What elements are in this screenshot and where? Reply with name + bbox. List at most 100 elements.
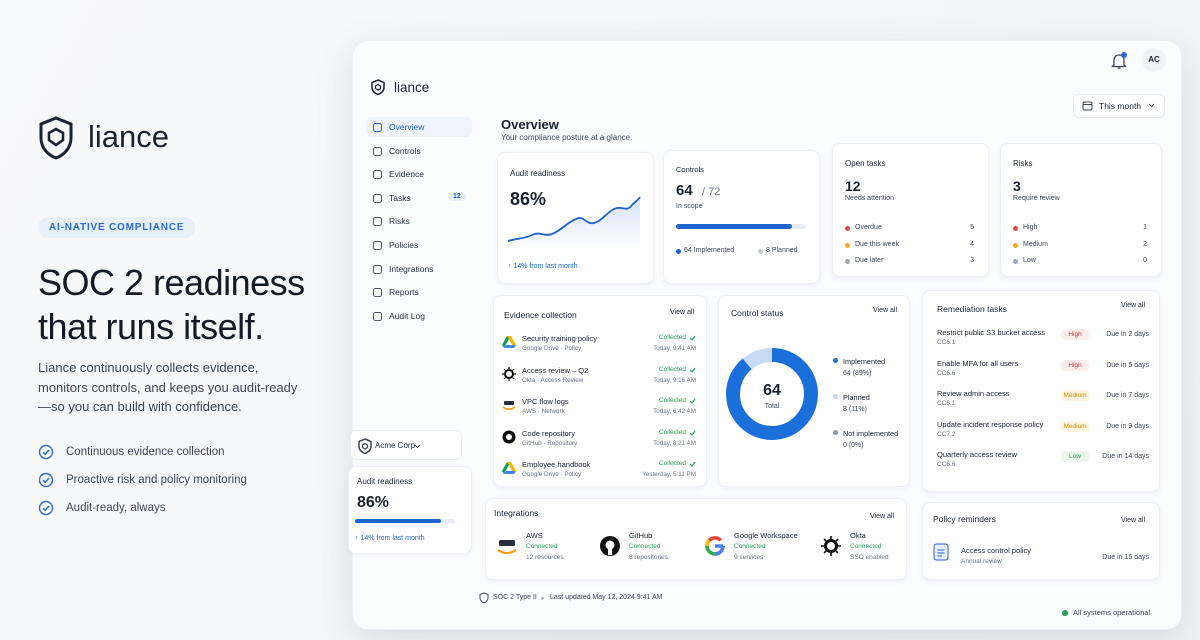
icon-part: [414, 444, 421, 449]
nav-item[interactable]: Integrations: [366, 259, 472, 279]
legend-dot: [758, 249, 763, 254]
avatar[interactable]: AC: [1142, 48, 1166, 72]
donut-center-label: Total: [764, 403, 780, 410]
sidebar-readiness-title: Audit readiness: [357, 477, 413, 486]
view-all[interactable]: View all: [870, 513, 894, 520]
icon-part: [42, 449, 50, 456]
icon-part: [42, 505, 50, 512]
controls-total: / 72: [702, 186, 721, 198]
view-all[interactable]: View all: [873, 307, 897, 314]
card-title: Remediation tasks: [937, 304, 1007, 314]
card-title: Risks: [1013, 159, 1033, 168]
view-all[interactable]: View all: [1121, 302, 1145, 309]
icon-part: [689, 367, 696, 373]
card-title: Audit readiness: [510, 169, 566, 178]
icon-part: [373, 311, 382, 321]
evidence-status: Collected: [658, 365, 686, 373]
count-caption: Needs attention: [845, 195, 895, 202]
donut-center-value: 64: [763, 382, 781, 399]
nav-item[interactable]: Tasks 12: [366, 188, 472, 208]
nav-label: Risks: [389, 216, 410, 227]
task-title[interactable]: Enable MFA for all users: [937, 358, 1019, 368]
app-logo: [371, 79, 385, 96]
icon-part: [937, 549, 945, 557]
nav-label: Overview: [389, 122, 425, 132]
nav-item[interactable]: Controls: [366, 141, 472, 161]
integration-logo: [705, 536, 725, 556]
integration-name[interactable]: Google Workspace: [734, 531, 798, 540]
nav-icon: [373, 123, 382, 132]
icon-part: [504, 471, 516, 474]
overview-subtitle: Your compliance posture at a glance.: [501, 133, 633, 142]
icon-part: [506, 433, 512, 440]
nav-item[interactable]: Risks: [366, 211, 472, 231]
chevron: [414, 444, 421, 449]
legend-dot: [833, 394, 838, 399]
nav-label: Evidence: [389, 169, 424, 180]
legend-value: 0 (0%): [843, 442, 864, 449]
icon-part: [845, 226, 850, 231]
chevron: [1148, 103, 1155, 108]
icon-part: [541, 597, 544, 600]
evidence-meta: AWS · Network: [522, 408, 565, 415]
evidence-title[interactable]: Code repository: [522, 428, 575, 438]
icon-part: [371, 79, 385, 96]
policy-due: Due in 15 days: [1102, 554, 1149, 561]
evidence-meta: Okta · Access Review: [522, 376, 584, 384]
icon-part: [689, 430, 696, 436]
evidence-time: Today, 9:41 AM: [653, 345, 696, 352]
nav-item[interactable]: Evidence: [366, 164, 472, 184]
icon-part: [374, 83, 382, 91]
integration-name[interactable]: GitHub: [629, 531, 653, 540]
nav-item[interactable]: Audit Log: [366, 306, 472, 326]
org-switcher[interactable]: Acme Corp: [350, 430, 462, 460]
status-dot: [845, 242, 850, 248]
legend-value: 8 (11%): [843, 406, 867, 413]
integration-name[interactable]: Okta: [850, 531, 866, 540]
integration-detail: SSO enabled: [850, 554, 889, 561]
legend-name: Not implemented: [843, 429, 899, 438]
integration-detail: 9 services: [734, 554, 764, 561]
status-check: [689, 367, 696, 373]
icon-part: [689, 398, 696, 404]
status-count: 2: [1143, 240, 1147, 248]
icon-part: [504, 368, 514, 379]
evidence-title[interactable]: Security training policy: [522, 334, 598, 343]
check-icon: [38, 500, 54, 516]
status-dot: [845, 259, 850, 264]
notifications[interactable]: [1111, 52, 1127, 70]
legend-dot: [676, 249, 681, 254]
hero-body: Liance continuously collects evidence, m…: [38, 360, 298, 414]
evidence-title[interactable]: Employee handbook: [522, 460, 591, 469]
evidence-status: Collected: [658, 428, 686, 436]
nav-label: Integrations: [389, 263, 434, 274]
period-button[interactable]: This month: [1073, 94, 1165, 118]
framework-icon: [479, 592, 489, 604]
integration-name[interactable]: AWS: [526, 531, 543, 540]
legend-dot: [833, 430, 838, 435]
task-title[interactable]: Quarterly access review: [937, 450, 1018, 459]
evidence-title[interactable]: VPC flow logs: [522, 397, 569, 406]
task-title[interactable]: Update incident response policy: [937, 419, 1044, 429]
integration-logo: [497, 540, 517, 554]
icon-part: [833, 358, 838, 363]
icon-part: [1121, 52, 1127, 58]
view-all[interactable]: View all: [1121, 517, 1145, 524]
nav-item[interactable]: Policies: [366, 235, 472, 255]
view-all[interactable]: View all: [670, 309, 694, 316]
nav-item[interactable]: Reports: [366, 282, 472, 302]
icon-part: [38, 500, 54, 516]
policy-title[interactable]: Access control policy: [961, 546, 1032, 555]
evidence-title[interactable]: Access review – Q2: [522, 365, 589, 375]
icon-part: [358, 438, 372, 454]
card-title: Policy reminders: [933, 514, 996, 524]
task-title[interactable]: Review admin access: [937, 389, 1010, 398]
icon-part: [42, 477, 50, 484]
icon-part: [504, 345, 516, 348]
legend-label: 64 Implemented: [684, 247, 735, 254]
icon-part: [499, 540, 515, 546]
task-title[interactable]: Restrict public S3 bucket access: [937, 328, 1045, 337]
nav-item[interactable]: Overview: [366, 117, 472, 137]
status-dot: [1013, 226, 1018, 231]
